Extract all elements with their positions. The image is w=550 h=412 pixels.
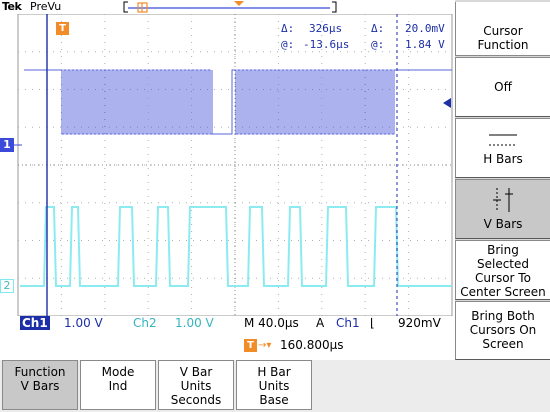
function-line1: Function xyxy=(14,365,66,379)
mode-line2: Ind xyxy=(108,379,128,393)
ch2-ground-marker[interactable]: 2 xyxy=(0,279,14,293)
v-bar-units-button[interactable]: V Bar Units Seconds xyxy=(158,360,234,410)
ch1-ground-marker[interactable]: 1 xyxy=(0,138,14,152)
bring-both-line2: Cursors On xyxy=(469,323,537,337)
side-menu: Cursor Function Off H Bars V Bars Bring … xyxy=(455,0,550,360)
trigger-slope-icon: ⌊ xyxy=(370,316,375,330)
mode-line1: Mode xyxy=(101,365,135,379)
v-bars-label: V Bars xyxy=(483,217,523,231)
top-bar: Tek PreVu xyxy=(0,0,455,14)
cursor-function-button[interactable]: Function V Bars xyxy=(2,360,78,410)
ch2-badge[interactable]: Ch2 xyxy=(133,316,157,330)
graticule xyxy=(14,14,453,316)
timebase: M 40.0µs xyxy=(244,316,299,330)
at-volt-label: @: xyxy=(371,38,385,51)
at-time-label: @: xyxy=(281,38,295,51)
acquisition-mode: PreVu xyxy=(30,0,62,13)
ch1-waveform xyxy=(24,69,452,135)
bring-selected-line4: Center Screen xyxy=(460,285,546,299)
h-bars-label: H Bars xyxy=(483,152,523,166)
cursor-off-button[interactable]: Off xyxy=(455,57,550,117)
function-line2: V Bars xyxy=(20,379,60,393)
delta-volt-value: 20.0mV xyxy=(405,22,445,35)
cursor-mode-button[interactable]: Mode Ind xyxy=(80,360,156,410)
hbar-units-line3: Base xyxy=(259,393,289,407)
trigger-position-icon: T xyxy=(244,339,257,352)
trigger-mode: A xyxy=(316,316,325,330)
trigger-level-marker[interactable] xyxy=(440,97,452,109)
h-bars-button[interactable]: H Bars xyxy=(455,118,550,178)
delta-time-label: Δ: xyxy=(281,22,295,35)
h-bar-units-button[interactable]: H Bar Units Base xyxy=(236,360,312,410)
vbar-units-line3: Seconds xyxy=(170,393,222,407)
bottom-menu: Function V Bars Mode Ind V Bar Units Sec… xyxy=(0,360,550,412)
side-menu-title: Cursor Function xyxy=(455,2,550,56)
hbar-units-line1: H Bar xyxy=(257,365,291,379)
vbar-units-line2: Units xyxy=(180,379,212,393)
bring-selected-line2: Selected xyxy=(476,257,530,271)
at-time-value: -13.6µs xyxy=(303,38,350,51)
delta-time-value: 326µs xyxy=(309,22,343,35)
v-bars-icon xyxy=(493,188,513,212)
delta-volt-label: Δ: xyxy=(371,22,385,35)
bring-selected-line3: Cursor To xyxy=(475,271,531,285)
bring-selected-line1: Bring xyxy=(487,243,519,257)
trigger-level: 920mV xyxy=(398,316,441,330)
bring-both-cursors-button[interactable]: Bring Both Cursors On Screen xyxy=(455,301,550,360)
h-bars-icon xyxy=(489,134,517,146)
vbar-units-line1: V Bar xyxy=(179,365,213,379)
side-menu-title-line2: Function xyxy=(477,38,529,52)
trigger-position-marker[interactable]: T xyxy=(56,22,69,35)
waveform-display[interactable] xyxy=(0,14,455,316)
trigger-source: Ch1 xyxy=(336,316,360,330)
arrow-right-icon: →▾ xyxy=(258,340,272,351)
record-view-indicator xyxy=(123,1,337,13)
status-bar: Ch1 1.00 V Ch2 1.00 V M 40.0µs A Ch1 ⌊ 9… xyxy=(0,316,455,360)
bring-selected-cursor-button[interactable]: Bring Selected Cursor To Center Screen xyxy=(455,240,550,300)
trigger-position: 160.800µs xyxy=(280,338,344,352)
cursor-off-label: Off xyxy=(494,80,512,94)
ch1-scale: 1.00 V xyxy=(64,316,103,330)
ch2-scale: 1.00 V xyxy=(175,316,214,330)
bring-both-line3: Screen xyxy=(482,337,524,351)
side-menu-title-line1: Cursor xyxy=(483,24,523,38)
brand-logo: Tek xyxy=(2,0,22,13)
hbar-units-line2: Units xyxy=(258,379,290,393)
v-bars-button[interactable]: V Bars xyxy=(455,179,550,239)
ch1-badge[interactable]: Ch1 xyxy=(20,316,50,330)
ch2-waveform xyxy=(20,206,452,287)
bring-both-line1: Bring Both xyxy=(471,309,535,323)
cursor-readouts: Δ: 326µs Δ: 20.0mV @: -13.6µs @: 1.84 V xyxy=(265,14,455,54)
at-volt-value: 1.84 V xyxy=(405,38,445,51)
